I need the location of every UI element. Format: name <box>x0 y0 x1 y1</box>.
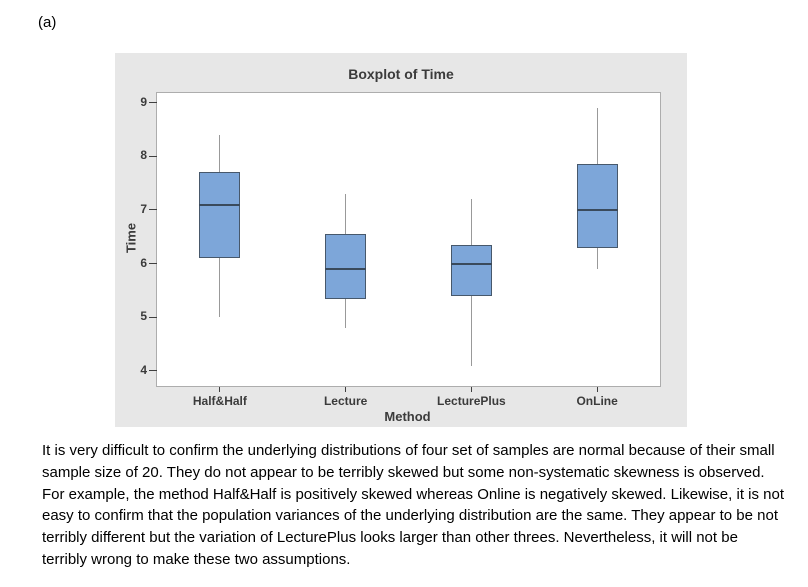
category-label: LecturePlus <box>437 394 506 408</box>
x-tick <box>345 387 347 392</box>
part-label: (a) <box>38 14 57 31</box>
box <box>199 172 241 259</box>
median-line <box>450 262 492 265</box>
y-tick <box>149 209 157 211</box>
commentary-text: It is very difficult to confirm the unde… <box>42 442 785 568</box>
y-tick-label: 7 <box>140 201 147 216</box>
y-tick <box>149 155 157 157</box>
chart-title: Boxplot of Time <box>348 66 454 82</box>
median-line <box>199 203 241 206</box>
category-label: Lecture <box>323 394 368 408</box>
box <box>576 164 618 248</box>
y-tick <box>149 102 157 104</box>
median-line <box>576 208 618 211</box>
x-tick <box>219 387 221 392</box>
y-tick-label: 4 <box>140 362 147 377</box>
median-line <box>325 268 367 270</box>
y-tick <box>149 370 157 372</box>
y-tick-label: 6 <box>140 255 147 270</box>
x-tick <box>470 387 472 392</box>
plot-area: 9 8 7 6 5 4 Half&Half Lecture LecturePlus OnLine <box>140 92 661 408</box>
box <box>325 234 367 299</box>
y-tick-label: 5 <box>140 309 147 324</box>
x-tick <box>596 387 598 392</box>
y-tick-label: 8 <box>140 148 147 163</box>
y-tick-label: 9 <box>140 94 147 109</box>
x-axis-label: Method <box>384 409 431 424</box>
y-tick <box>149 263 157 265</box>
y-tick <box>149 316 157 318</box>
category-label: OnLine <box>576 394 618 408</box>
y-axis-label: Time <box>123 222 139 254</box>
box <box>450 244 492 296</box>
boxplot-chart: Boxplot of Time Time 9 8 7 6 5 4 Half&Half Lect… <box>115 53 687 427</box>
category-label: Half&Half <box>192 394 247 408</box>
